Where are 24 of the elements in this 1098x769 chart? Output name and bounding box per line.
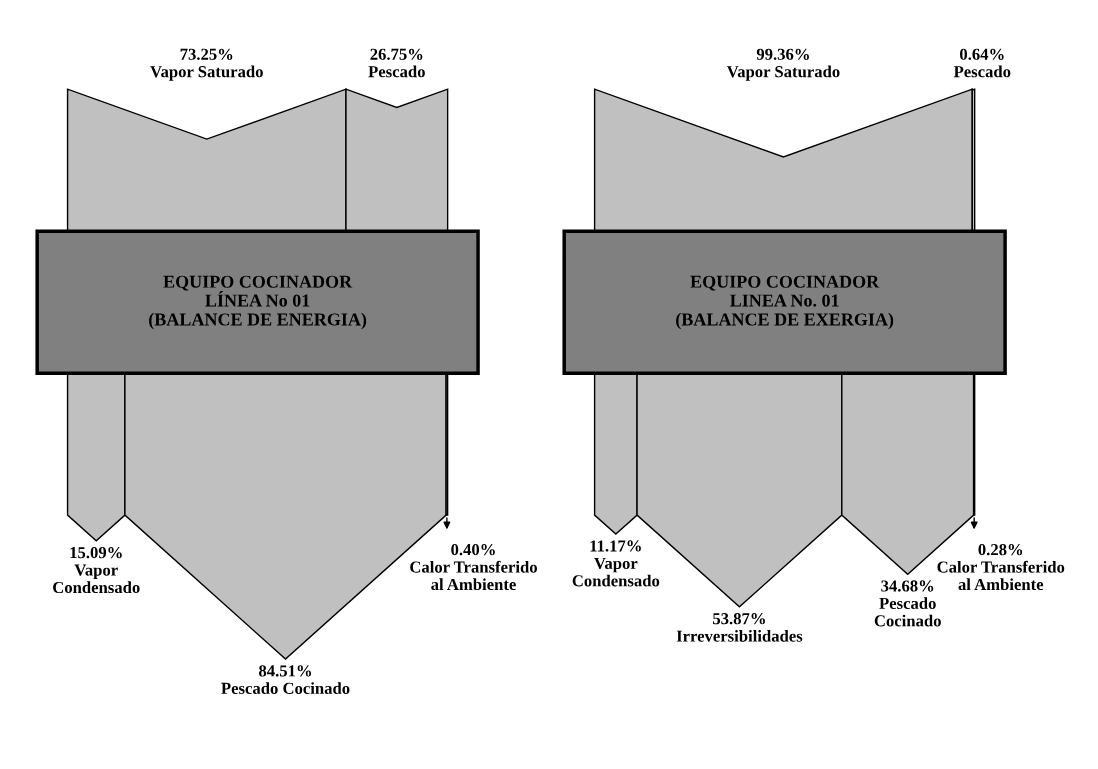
category-label: Vapor Saturado <box>726 65 840 81</box>
data-label: 0.64% <box>960 48 1004 60</box>
data-label: 34.68% <box>881 580 934 592</box>
data-label: 26.75% <box>370 48 423 60</box>
data-label: 53.87% <box>713 613 765 625</box>
data-label: 15.09% <box>70 546 122 559</box>
text: EQUIPO COCINADOR LINEA No. 01 (BALANCE DE EXERGIA) <box>676 275 894 330</box>
category-label: Vapor Saturado <box>150 65 263 81</box>
category-label: Pescado <box>368 65 425 78</box>
category-label: Calor Transferido al Ambiente <box>937 560 1065 591</box>
data-label: 84.51% <box>259 665 312 677</box>
category-label: Vapor Condensado <box>572 557 660 587</box>
data-label: 0.28% <box>978 543 1023 556</box>
category-label: Pescado Cocinado <box>221 682 350 694</box>
category-label: Calor Transferido al Ambiente <box>410 560 537 591</box>
data-label: 99.36% <box>756 48 809 60</box>
data-label: 11.17% <box>590 540 641 552</box>
category-label: Irreversibilidades <box>676 629 803 642</box>
data-label: 73.25% <box>180 48 233 60</box>
category-label: Vapor Condensado <box>53 564 140 594</box>
category-label: Pescado Cocinado <box>874 597 941 627</box>
data-label: 0.40% <box>451 543 495 556</box>
text: EQUIPO COCINADOR LÍNEA No 01 (BALANCE DE ENERGIA) <box>149 275 367 330</box>
category-label: Pescado <box>953 65 1011 78</box>
